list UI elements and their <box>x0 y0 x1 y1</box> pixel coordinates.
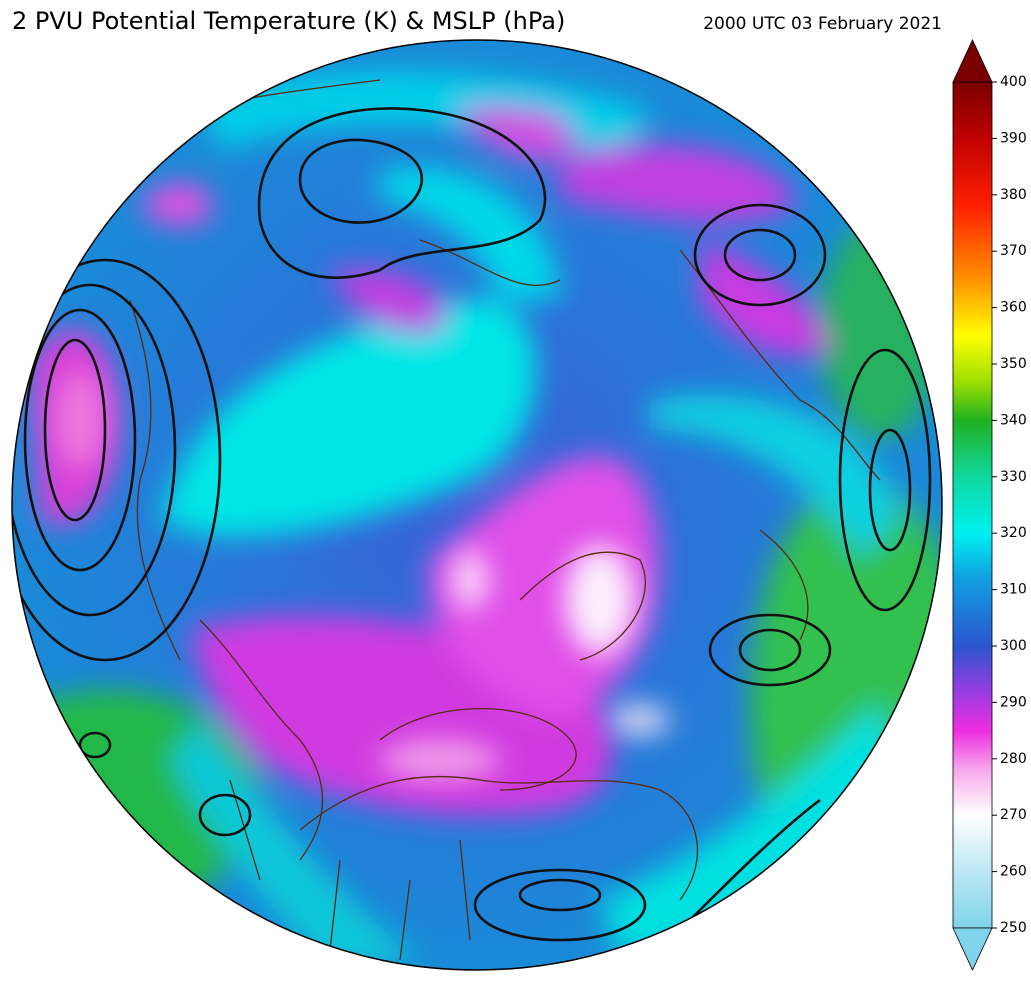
tick-label: 340 <box>1000 412 1027 428</box>
tick-label: 380 <box>1000 187 1027 203</box>
tick-label: 260 <box>1000 864 1027 880</box>
timestamp: 2000 UTC 03 February 2021 <box>703 14 942 34</box>
tick-label: 330 <box>1000 469 1027 485</box>
tick-label: 320 <box>1000 525 1027 541</box>
tick-label: 250 <box>1000 920 1027 936</box>
tick-label: 390 <box>1000 130 1027 146</box>
tick-label: 270 <box>1000 807 1027 823</box>
tick-label: 280 <box>1000 751 1027 767</box>
tick-label: 370 <box>1000 243 1027 259</box>
tick-label: 310 <box>1000 582 1027 598</box>
map <box>12 40 942 970</box>
globe-border <box>11 39 943 971</box>
tick-label: 400 <box>1000 74 1027 90</box>
tick-label: 350 <box>1000 356 1027 372</box>
title: 2 PVU Potential Temperature (K) & MSLP (… <box>12 7 565 35</box>
colorbar: 250 260 270 280 290 300 310 320 330 340 350 360 370 3… <box>952 39 1027 971</box>
tick-label: 290 <box>1000 694 1027 710</box>
tick-label: 360 <box>1000 300 1027 316</box>
tick-label: 300 <box>1000 638 1027 654</box>
